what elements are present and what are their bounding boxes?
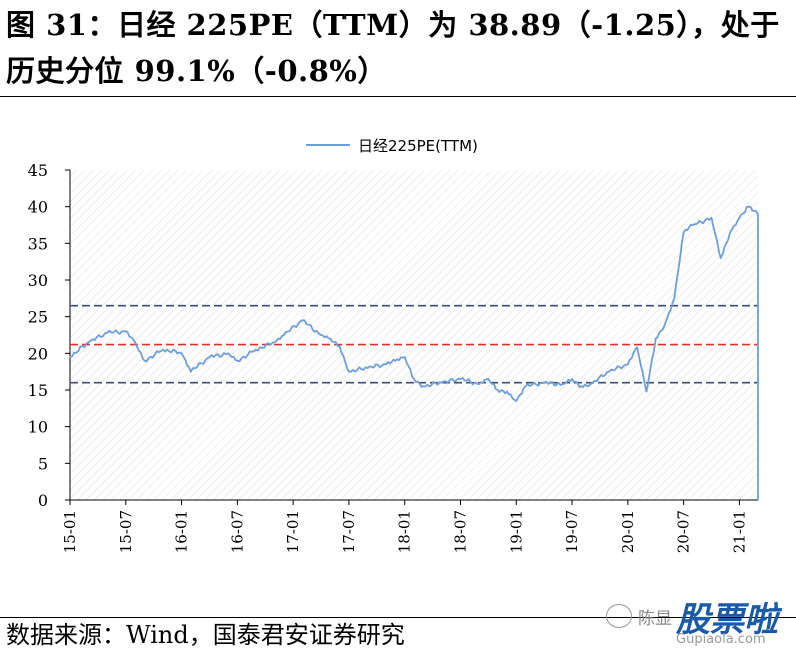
y-tick-label: 20 xyxy=(28,344,48,363)
data-point xyxy=(413,378,415,380)
data-point xyxy=(87,341,90,344)
x-axis: 15-01 15-07 16-01 16-07 17-01 17-07 18-01 18-07… xyxy=(61,499,758,553)
data-point xyxy=(236,359,239,362)
x-tick-label: 17-07 xyxy=(340,510,358,553)
data-point xyxy=(515,400,518,402)
data-point xyxy=(506,390,508,393)
data-point xyxy=(441,381,443,384)
data-point xyxy=(385,363,387,366)
data-point xyxy=(422,385,425,388)
data-point xyxy=(719,257,722,259)
y-tick-label: 35 xyxy=(28,234,48,253)
data-point xyxy=(738,216,741,219)
data-point xyxy=(654,337,657,340)
data-point xyxy=(459,378,462,380)
x-tick-label: 18-01 xyxy=(396,510,414,553)
data-point xyxy=(626,363,629,366)
data-point xyxy=(645,390,648,393)
data-point xyxy=(571,378,573,380)
footer-divider xyxy=(0,617,796,618)
data-point xyxy=(580,385,583,388)
data-point xyxy=(124,330,127,333)
x-tick-label: 16-07 xyxy=(228,510,246,553)
series-line-0 xyxy=(69,205,759,500)
data-point xyxy=(757,213,759,216)
data-point xyxy=(543,381,546,384)
data-point xyxy=(301,319,304,322)
x-tick-label: 19-01 xyxy=(507,510,525,553)
data-point xyxy=(69,356,71,358)
data-point xyxy=(403,356,406,358)
data-point xyxy=(255,348,257,351)
x-tick-label: 15-01 xyxy=(61,510,79,553)
y-tick-label: 45 xyxy=(28,161,48,180)
chart-legend: 日经225PE(TTM) xyxy=(306,134,478,156)
data-point xyxy=(208,356,211,358)
data-point xyxy=(608,370,611,373)
series-layer xyxy=(69,205,759,500)
title-divider xyxy=(0,96,796,97)
data-point xyxy=(338,345,341,347)
reference-lines xyxy=(70,304,758,384)
y-tick-label: 5 xyxy=(38,454,48,473)
y-tick-label: 30 xyxy=(28,271,48,290)
watermark-url: Gupiaola.com xyxy=(676,632,766,647)
data-point xyxy=(589,383,592,385)
data-point xyxy=(143,359,146,362)
data-point xyxy=(162,348,164,351)
data-point xyxy=(106,331,109,334)
y-tick-label: 40 xyxy=(28,198,48,217)
data-point xyxy=(636,346,638,349)
watermark-logo: 股票啦 xyxy=(676,600,778,640)
x-tick-label: 17-01 xyxy=(284,510,302,553)
y-tick-label: 25 xyxy=(28,308,48,327)
data-point xyxy=(329,337,332,340)
y-axis: 0 5 10 15 20 25 30 35 40 45 xyxy=(28,161,71,510)
watermark-name: 陈显 xyxy=(638,609,672,629)
data-point xyxy=(134,341,137,344)
data-point xyxy=(180,352,183,355)
data-point xyxy=(478,383,480,385)
data-point xyxy=(394,359,397,362)
data-point xyxy=(692,224,694,226)
x-tick-label: 20-01 xyxy=(619,510,637,553)
data-point xyxy=(664,323,666,325)
legend-swatch-pe xyxy=(306,144,350,146)
plot-background xyxy=(70,170,758,500)
data-point xyxy=(682,231,685,234)
x-tick-label: 18-07 xyxy=(451,510,469,553)
data-point xyxy=(282,334,285,336)
y-tick-label: 15 xyxy=(28,381,48,400)
data-point xyxy=(710,216,713,219)
page-title: 图 31：日经 225PE（TTM）为 38.89（-1.25），处于历史分位 … xyxy=(6,8,780,88)
wechat-icon xyxy=(606,604,632,628)
x-tick-label: 15-07 xyxy=(117,510,135,553)
x-tick-label: 19-07 xyxy=(563,510,581,553)
data-source: 数据来源：Wind，国泰君安证券研究 xyxy=(6,621,405,649)
data-point xyxy=(673,297,676,300)
data-point xyxy=(348,370,350,373)
data-point xyxy=(747,205,750,208)
x-tick-label: 21-01 xyxy=(730,510,748,553)
data-point xyxy=(273,341,276,344)
x-tick-label: 20-07 xyxy=(675,510,693,553)
data-point xyxy=(320,334,322,336)
data-point xyxy=(496,389,499,391)
data-point xyxy=(561,383,564,385)
y-tick-label: 0 xyxy=(38,491,48,510)
data-point xyxy=(190,370,192,373)
legend-label-pe: 日经225PE(TTM) xyxy=(358,136,478,155)
data-point xyxy=(729,231,731,234)
y-tick-label: 10 xyxy=(28,418,48,437)
x-tick-label: 16-01 xyxy=(173,510,191,553)
data-point xyxy=(366,367,369,369)
data-point xyxy=(524,385,527,388)
data-point xyxy=(487,378,490,380)
data-point xyxy=(227,352,230,355)
